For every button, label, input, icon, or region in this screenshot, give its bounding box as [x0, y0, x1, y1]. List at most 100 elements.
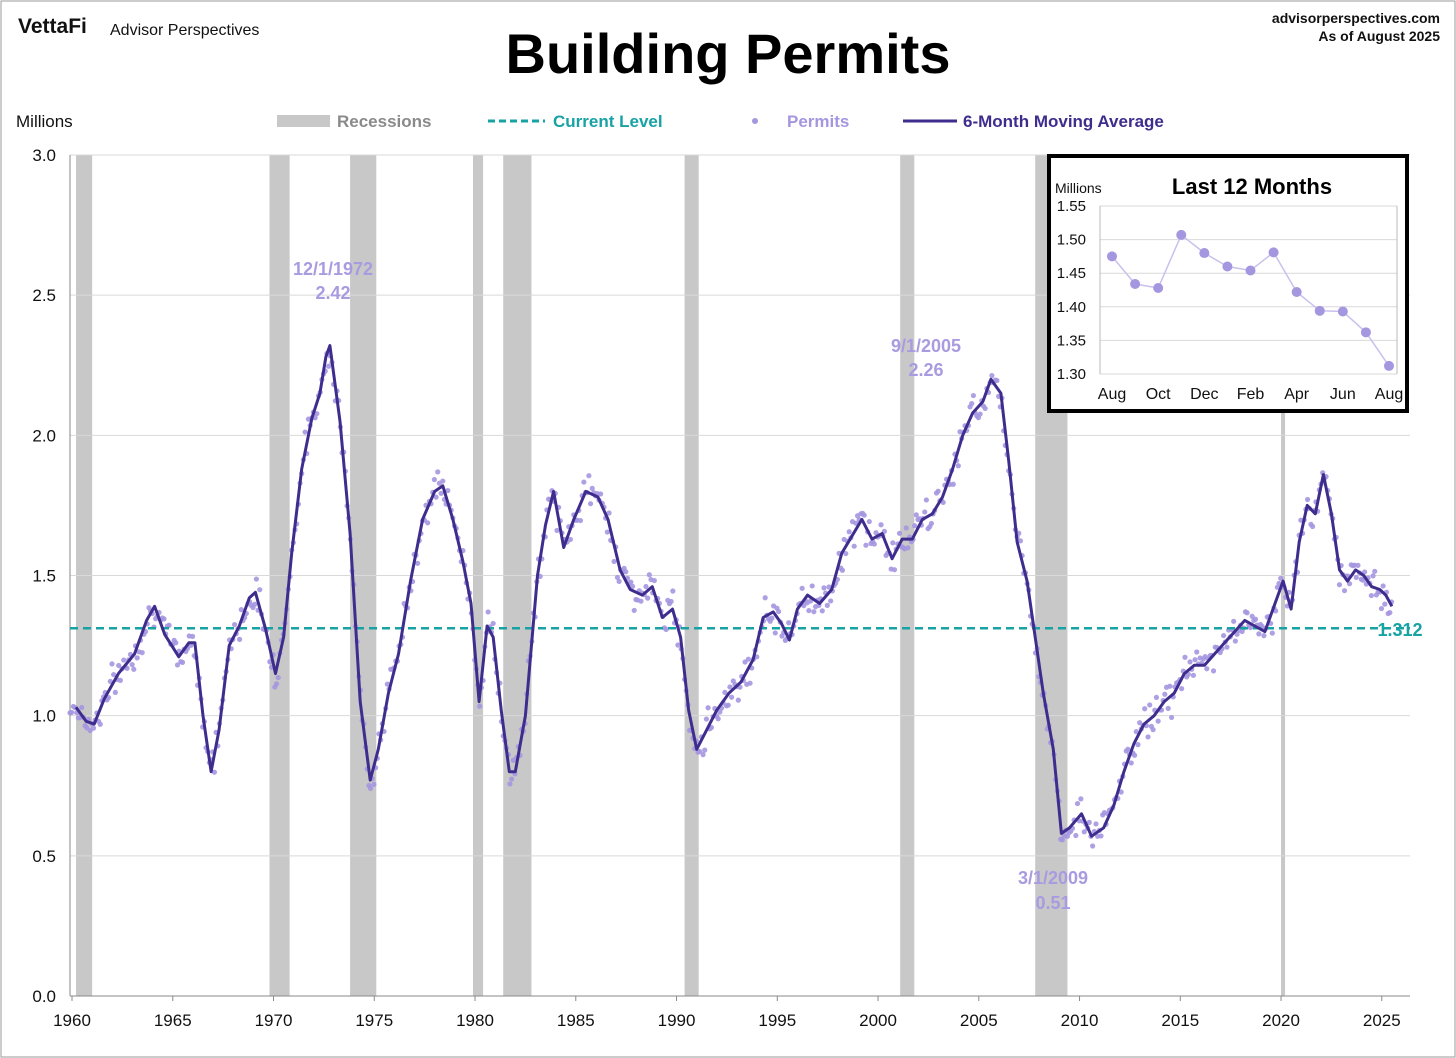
permits-point	[1278, 575, 1284, 581]
permits-point	[729, 694, 735, 700]
legend-current-label: Current Level	[553, 112, 663, 131]
permits-point	[702, 747, 708, 753]
permits-point	[1231, 618, 1237, 624]
permits-point	[273, 681, 280, 687]
permits-point	[425, 520, 431, 526]
permits-point	[871, 541, 877, 547]
permits-point	[896, 530, 903, 536]
permits-point	[314, 411, 320, 417]
permits-point	[1098, 833, 1104, 839]
permits-point	[762, 595, 768, 601]
permits-point	[651, 577, 657, 584]
permits-point	[928, 520, 935, 527]
permits-point	[715, 716, 721, 722]
permits-point	[705, 705, 711, 711]
x-tick-label-1975: 1975	[355, 1011, 393, 1030]
x-tick-label-2000: 2000	[859, 1011, 897, 1030]
permits-point	[1132, 752, 1138, 758]
permits-points	[67, 350, 1395, 849]
permits-point	[445, 487, 451, 494]
permits-point	[302, 429, 308, 435]
permits-point	[863, 542, 869, 548]
permits-point	[116, 662, 122, 669]
permits-point	[131, 666, 137, 672]
x-tick-label-2010: 2010	[1061, 1011, 1099, 1030]
permits-point	[631, 607, 637, 614]
permits-point	[1078, 796, 1084, 802]
permits-point	[1355, 562, 1361, 568]
permits-point	[977, 411, 983, 417]
annotation-2005-date: 9/1/2005	[891, 336, 961, 356]
permits-point	[1353, 574, 1359, 581]
permits-point	[111, 671, 117, 678]
permits-point	[124, 665, 130, 671]
inset-y-tick-1.30: 1.30	[1057, 366, 1086, 383]
permits-point	[79, 704, 85, 711]
inset-point-0	[1107, 251, 1117, 262]
permits-point	[1093, 821, 1099, 827]
inset-x-tick-6: Aug	[1375, 386, 1403, 403]
inset-axes: 1.30 1.35 1.40 1.45 1.50 1.55 Aug Oct Dec Feb Apr J…	[1057, 198, 1403, 403]
inset-y-tick-1.50: 1.50	[1057, 232, 1086, 249]
y-tick-label-2.0: 2.0	[32, 426, 56, 445]
permits-point	[982, 405, 988, 412]
permits-point	[809, 583, 815, 589]
annotation-1972-date: 12/1/1972	[293, 259, 373, 279]
permits-point	[1370, 573, 1376, 579]
permits-point	[236, 636, 243, 642]
inset-point-11	[1360, 327, 1371, 338]
permits-point	[581, 479, 587, 485]
permits-point	[828, 598, 834, 604]
permits-point	[989, 372, 995, 379]
permits-point	[97, 721, 103, 727]
permits-point	[806, 607, 812, 614]
permits-point	[1304, 496, 1311, 503]
inset-x-tick-0: Aug	[1098, 386, 1126, 403]
inset-series	[1107, 229, 1394, 371]
permits-point	[1387, 609, 1393, 616]
inset-x-tick-4: Apr	[1284, 386, 1310, 403]
permits-point	[1150, 727, 1156, 733]
permits-point	[861, 512, 867, 518]
permits-point	[821, 585, 827, 591]
permits-point	[586, 473, 592, 479]
permits-point	[638, 598, 644, 604]
permits-point	[1269, 630, 1275, 636]
permits-point	[598, 491, 604, 497]
y-tick-label-0.0: 0.0	[32, 987, 56, 1006]
permits-point	[786, 620, 792, 626]
permits-point	[700, 752, 706, 758]
permits-point	[1059, 837, 1066, 843]
permits-point	[819, 608, 825, 614]
permits-point	[623, 569, 629, 575]
inset-y-tick-1.55: 1.55	[1057, 198, 1086, 215]
permits-point	[1145, 734, 1151, 740]
permits-point	[811, 609, 817, 615]
permits-point	[994, 377, 1000, 384]
x-tick-label-2025: 2025	[1363, 1011, 1401, 1030]
permits-point	[231, 621, 238, 628]
annotation-2005-value: 2.26	[908, 360, 943, 380]
permits-point	[587, 501, 594, 507]
permits-point	[891, 567, 898, 573]
x-tick-label-1965: 1965	[154, 1011, 192, 1030]
permits-point	[905, 545, 911, 551]
permits-point	[628, 579, 634, 585]
permits-point	[826, 584, 832, 590]
permits-point	[824, 602, 830, 608]
inset-frame	[1047, 154, 1409, 413]
permits-point	[735, 697, 741, 703]
permits-point	[903, 525, 909, 531]
permits-point	[1073, 832, 1079, 839]
x-tick-label-1970: 1970	[255, 1011, 293, 1030]
permits-point	[866, 518, 872, 525]
permits-point	[668, 598, 674, 605]
permits-point	[1128, 760, 1134, 766]
permits-point	[414, 560, 421, 566]
permits-point	[745, 656, 751, 662]
permits-point	[645, 595, 651, 601]
permits-point	[769, 615, 775, 621]
y-axis-label: Millions	[16, 112, 73, 131]
y-tick-label-3.0: 3.0	[32, 146, 56, 165]
